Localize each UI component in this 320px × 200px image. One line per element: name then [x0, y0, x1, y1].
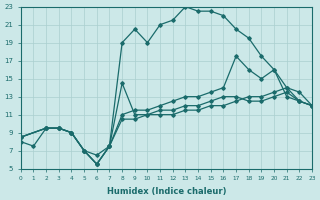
X-axis label: Humidex (Indice chaleur): Humidex (Indice chaleur)	[107, 187, 226, 196]
